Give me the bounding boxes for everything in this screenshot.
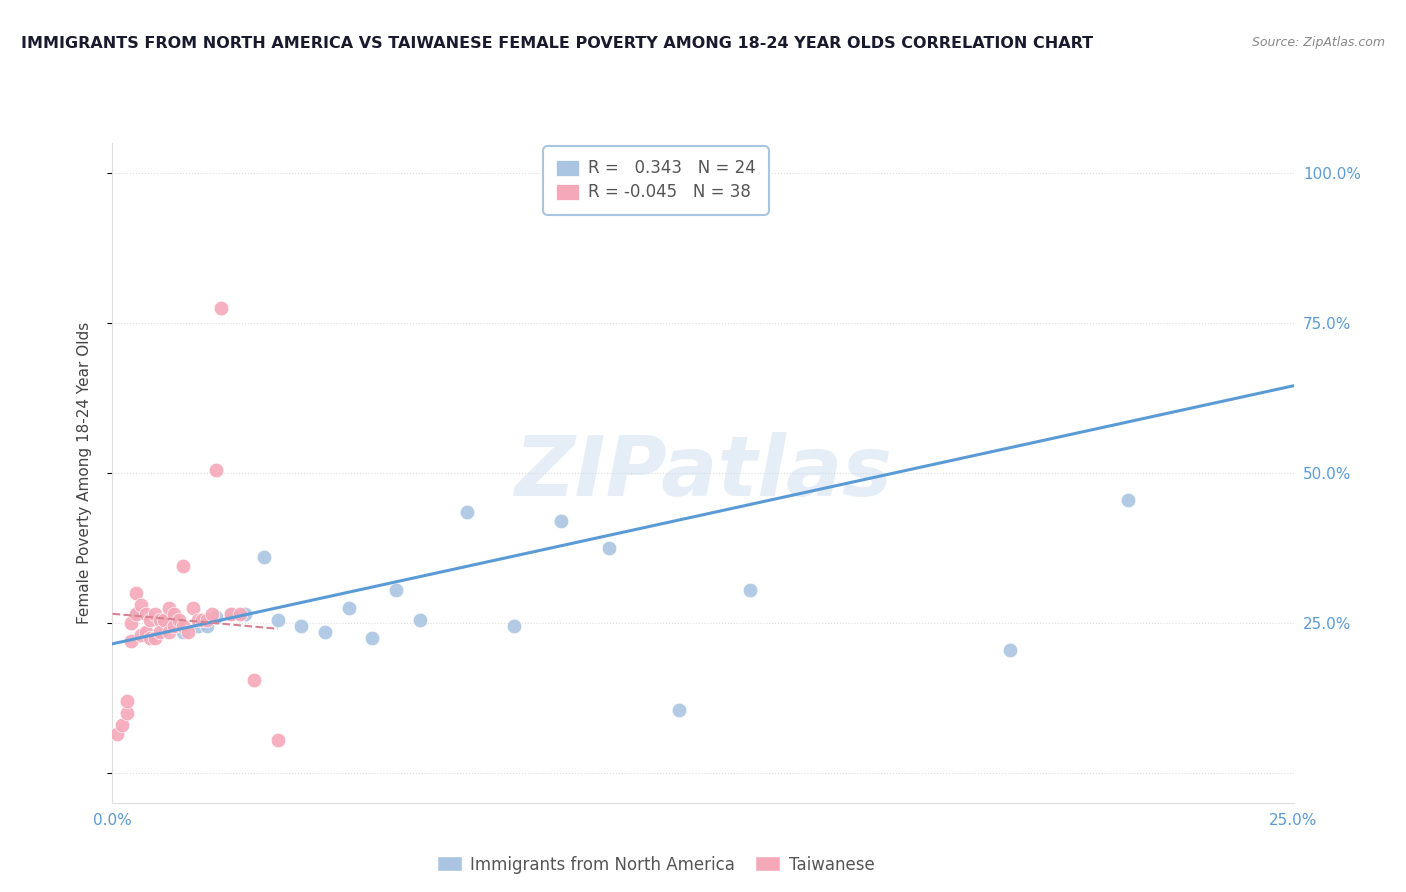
Point: [139, 631, 162, 645]
Legend: Immigrants from North America, Taiwanese: Immigrants from North America, Taiwanese: [430, 849, 882, 880]
Point: [503, 619, 526, 633]
Point: [172, 619, 194, 633]
Point: [143, 607, 166, 621]
Point: [1116, 492, 1139, 507]
Point: [456, 505, 478, 519]
Point: [181, 600, 204, 615]
Point: [408, 613, 430, 627]
Point: [135, 607, 157, 621]
Point: [153, 613, 176, 627]
Point: [111, 718, 134, 732]
Point: [205, 463, 228, 477]
Point: [219, 607, 242, 621]
Point: [337, 600, 360, 615]
Point: [243, 673, 266, 687]
Point: [177, 624, 200, 639]
Text: IMMIGRANTS FROM NORTH AMERICA VS TAIWANESE FEMALE POVERTY AMONG 18-24 YEAR OLDS : IMMIGRANTS FROM NORTH AMERICA VS TAIWANE…: [21, 36, 1094, 51]
Point: [125, 607, 148, 621]
Point: [290, 619, 312, 633]
Point: [149, 613, 172, 627]
Text: ZIPatlas: ZIPatlas: [515, 433, 891, 513]
Point: [205, 609, 228, 624]
Point: [201, 607, 224, 621]
Point: [219, 607, 242, 621]
Point: [157, 624, 180, 639]
Point: [157, 600, 180, 615]
Point: [172, 558, 194, 573]
Point: [385, 582, 408, 597]
Point: [195, 619, 218, 633]
Point: [163, 607, 186, 621]
Point: [129, 628, 152, 642]
Point: [229, 607, 252, 621]
Point: [139, 613, 162, 627]
Y-axis label: Female Poverty Among 18-24 Year Olds: Female Poverty Among 18-24 Year Olds: [77, 322, 91, 624]
Point: [253, 549, 276, 564]
Point: [149, 613, 172, 627]
Point: [998, 642, 1021, 657]
Point: [125, 607, 148, 621]
Point: [167, 613, 190, 627]
Point: [267, 732, 290, 747]
Point: [129, 598, 152, 612]
Point: [191, 613, 214, 627]
Point: [115, 706, 138, 720]
Point: [115, 694, 138, 708]
Point: [120, 633, 142, 648]
Point: [143, 631, 166, 645]
Point: [135, 624, 157, 639]
Point: [668, 703, 690, 717]
Point: [195, 613, 218, 627]
Point: [361, 631, 384, 645]
Text: Source: ZipAtlas.com: Source: ZipAtlas.com: [1251, 36, 1385, 49]
Point: [120, 615, 142, 630]
Point: [163, 619, 186, 633]
Point: [209, 301, 232, 315]
Point: [740, 582, 762, 597]
Point: [186, 613, 208, 627]
Point: [125, 586, 148, 600]
Point: [172, 624, 194, 639]
Point: [233, 607, 256, 621]
Point: [267, 613, 290, 627]
Point: [314, 624, 336, 639]
Point: [149, 624, 172, 639]
Point: [550, 514, 572, 528]
Point: [598, 541, 620, 555]
Point: [186, 619, 208, 633]
Point: [105, 727, 128, 741]
